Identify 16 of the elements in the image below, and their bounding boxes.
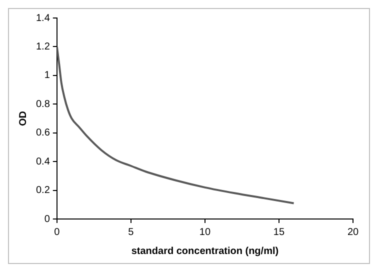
- x-tick-label: 10: [199, 226, 211, 238]
- y-axis-title: OD: [18, 111, 29, 126]
- y-tick-label: 1: [44, 70, 50, 82]
- y-tick-label: 0.2: [36, 185, 50, 196]
- y-tick-label: 0.8: [36, 98, 50, 110]
- y-tick-label: 0.6: [36, 128, 50, 139]
- y-tick-label: 1.2: [36, 41, 50, 52]
- x-tick-label: 0: [54, 226, 60, 238]
- x-tick-label: 20: [347, 226, 359, 238]
- x-tick-label: 15: [273, 226, 285, 238]
- x-tick-label: 5: [128, 226, 134, 238]
- y-tick-label: 0.4: [36, 156, 50, 168]
- y-tick-label: 0: [44, 214, 50, 225]
- x-axis-title: standard concentration (ng/ml): [131, 246, 279, 257]
- line-series: [56, 46, 295, 204]
- y-tick-label: 1.4: [36, 12, 50, 24]
